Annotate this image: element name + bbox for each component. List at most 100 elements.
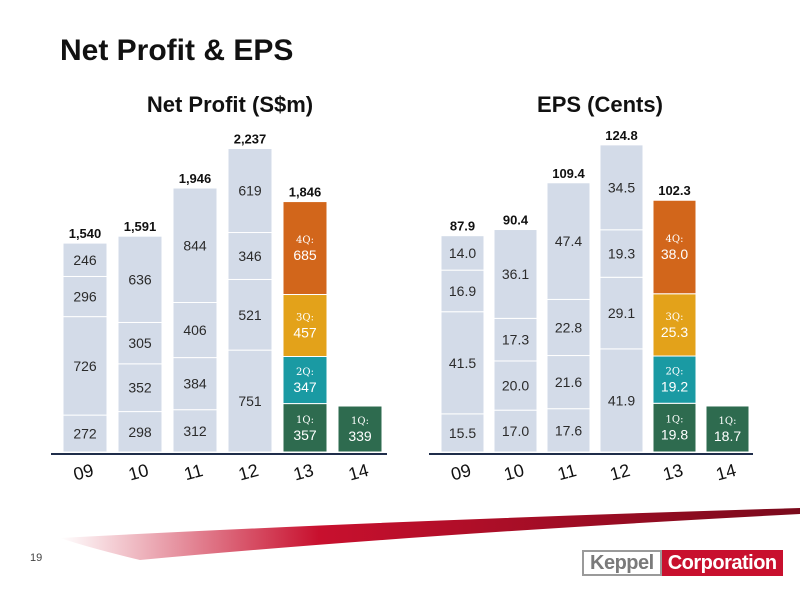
bar-segment [282, 294, 328, 358]
quarter-label: 1Q: [666, 415, 684, 426]
bar-segment [493, 360, 538, 411]
bar-segment [546, 408, 591, 453]
segment-value-label: 22.8 [555, 319, 582, 335]
bar-segment [652, 199, 697, 295]
bar-segment [172, 302, 218, 359]
quarter-label: 1Q: [719, 416, 737, 427]
total-label: 1,846 [289, 185, 322, 200]
bar-segment [117, 321, 163, 365]
segment-value-label: 406 [183, 322, 207, 338]
bar-segment [117, 363, 163, 413]
bar-segment [599, 276, 644, 350]
bar-segment [652, 293, 697, 357]
segment-value-label: 726 [73, 358, 97, 374]
segment-value-label: 41.5 [449, 355, 476, 371]
segment-value-label: 19.2 [661, 379, 688, 395]
segment-value-label: 619 [238, 183, 262, 199]
segment-value-label: 352 [128, 380, 152, 396]
segment-value-label: 16.9 [449, 283, 476, 299]
segment-value-label: 19.3 [608, 246, 635, 262]
logo-keppel-text: Keppel [582, 550, 662, 576]
segment-value-label: 298 [128, 424, 152, 440]
quarter-label: 1Q: [296, 415, 314, 426]
bar-segment [227, 349, 273, 453]
category-tick-label: 11 [555, 460, 578, 484]
segment-value-label: 14.0 [449, 245, 476, 261]
segment-value-label: 346 [238, 248, 262, 264]
quarter-label: 2Q: [666, 367, 684, 378]
quarter-label: 1Q: [351, 416, 369, 427]
segment-value-label: 17.6 [555, 422, 582, 438]
segment-value-label: 19.8 [661, 427, 688, 443]
category-tick-label: 11 [182, 460, 205, 484]
segment-value-label: 457 [293, 325, 317, 341]
quarter-label: 3Q: [296, 313, 314, 324]
segment-value-label: 47.4 [555, 233, 582, 249]
bar-segment [599, 348, 644, 453]
segment-value-label: 36.1 [502, 266, 529, 282]
bar-segment [440, 413, 485, 453]
quarter-label: 2Q: [296, 367, 314, 378]
bar-segment [652, 355, 697, 404]
segment-value-label: 347 [293, 379, 317, 395]
segment-value-label: 41.9 [608, 392, 635, 408]
bar-segment [493, 229, 538, 319]
bar-segment [599, 229, 644, 278]
segment-value-label: 29.1 [608, 305, 635, 321]
total-label: 1,540 [69, 226, 102, 241]
bar-segment [172, 187, 218, 304]
bar-segment [599, 144, 644, 231]
total-label: 87.9 [450, 219, 475, 234]
segment-value-label: 844 [183, 237, 207, 253]
bar-segment [117, 235, 163, 323]
total-label: 109.4 [552, 166, 585, 181]
bar-segment [227, 148, 273, 234]
quarter-label: 4Q: [296, 235, 314, 246]
total-label: 102.3 [658, 183, 691, 198]
bar-segment [227, 232, 273, 280]
segment-value-label: 21.6 [555, 374, 582, 390]
bar-segment [440, 269, 485, 313]
bar-segment [282, 201, 328, 296]
logo-corporation-text: Corporation [661, 550, 783, 576]
segment-value-label: 357 [293, 427, 317, 443]
bar-segment [440, 311, 485, 415]
bar-segment [546, 298, 591, 357]
bar-segment [337, 405, 383, 453]
bar-segment [705, 405, 750, 453]
segment-value-label: 272 [73, 426, 97, 442]
segment-value-label: 246 [73, 252, 97, 268]
segment-value-label: 17.0 [502, 423, 529, 439]
bar-segment [493, 409, 538, 453]
segment-value-label: 685 [293, 247, 317, 263]
segment-value-label: 296 [73, 289, 97, 305]
segment-value-label: 521 [238, 307, 262, 323]
bar-segment [62, 242, 108, 277]
total-label: 90.4 [503, 213, 529, 228]
page-number: 19 [30, 552, 43, 564]
bar-segment [117, 411, 163, 453]
bar-segment [282, 356, 328, 405]
segment-value-label: 38.0 [661, 246, 688, 262]
bar-segment [493, 317, 538, 362]
segment-value-label: 312 [183, 423, 207, 439]
total-label: 124.8 [605, 128, 638, 143]
segment-value-label: 18.7 [714, 428, 741, 444]
segment-value-label: 34.5 [608, 179, 635, 195]
segment-value-label: 384 [183, 376, 207, 392]
total-label: 1,591 [124, 219, 157, 234]
segment-value-label: 305 [128, 335, 152, 351]
page-title: Net Profit & EPS [60, 34, 294, 67]
quarter-label: 3Q: [666, 312, 684, 323]
keppel-logo: Keppel Corporation [582, 550, 783, 576]
segment-value-label: 17.3 [502, 332, 529, 348]
segment-value-label: 751 [238, 393, 262, 409]
net-profit-chart-title: Net Profit (S$m) [146, 92, 314, 117]
bar-segment [172, 357, 218, 411]
segment-value-label: 339 [348, 428, 372, 444]
total-label: 2,237 [234, 132, 267, 147]
segment-value-label: 20.0 [502, 378, 529, 394]
bar-segment [62, 275, 108, 318]
